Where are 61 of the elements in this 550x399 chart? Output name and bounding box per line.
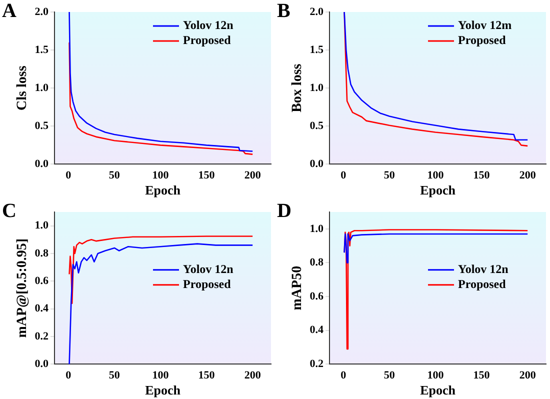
x-tick-label: 150 bbox=[473, 370, 490, 382]
y-tick-label: 0.0 bbox=[34, 158, 50, 170]
x-axis-title: Epoch bbox=[145, 382, 182, 398]
x-tick-label: 0 bbox=[340, 170, 347, 182]
y-tick-label: 1.0 bbox=[310, 82, 324, 94]
y-tick-label: 0.2 bbox=[34, 330, 50, 342]
x-tick-label: 50 bbox=[384, 170, 396, 182]
x-tick-label: 0 bbox=[66, 170, 72, 182]
y-tick-label: 1.0 bbox=[310, 222, 324, 235]
x-tick-label: 150 bbox=[473, 170, 490, 182]
legend-label: Proposed bbox=[183, 276, 232, 291]
chart-title: D bbox=[277, 200, 292, 222]
x-tick-label: 150 bbox=[198, 370, 216, 382]
legend-label: Proposed bbox=[458, 276, 506, 291]
x-tick-label: 200 bbox=[244, 370, 262, 382]
y-axis-title: mAP50 bbox=[290, 266, 306, 310]
x-axis-title: Epoch bbox=[145, 182, 182, 198]
y-tick-label: 0.8 bbox=[34, 247, 50, 260]
y-tick-label: 2.0 bbox=[34, 6, 50, 18]
legend-label: Yolov 12m bbox=[458, 18, 512, 32]
x-tick-label: 100 bbox=[427, 170, 444, 182]
x-tick-label: 150 bbox=[198, 170, 216, 182]
x-tick-label: 100 bbox=[152, 170, 170, 182]
x-tick-label: 0 bbox=[66, 370, 72, 382]
x-axis-title: Epoch bbox=[420, 182, 456, 198]
legend-label: Yolov 12n bbox=[458, 262, 509, 276]
y-tick-label: 0.5 bbox=[310, 120, 324, 132]
x-tick-label: 200 bbox=[244, 170, 262, 182]
chart-title: B bbox=[277, 0, 290, 22]
y-tick-label: 0.6 bbox=[34, 275, 50, 288]
x-tick-label: 50 bbox=[108, 170, 120, 182]
y-tick-label: 1.0 bbox=[34, 82, 50, 94]
x-tick-label: 100 bbox=[152, 370, 170, 382]
y-tick-label: 0.0 bbox=[310, 158, 324, 170]
y-tick-label: 0.0 bbox=[34, 358, 50, 370]
chart-title: C bbox=[2, 200, 16, 222]
x-tick-label: 100 bbox=[427, 370, 444, 382]
y-tick-label: 0.2 bbox=[310, 358, 324, 370]
x-tick-label: 50 bbox=[384, 370, 396, 382]
y-tick-label: 0.6 bbox=[310, 290, 324, 302]
y-tick-label: 1.5 bbox=[310, 44, 324, 56]
x-tick-label: 200 bbox=[519, 370, 536, 382]
y-axis-title: Cls loss bbox=[15, 65, 30, 110]
y-axis-title: mAP@[0.5:0.95] bbox=[15, 238, 30, 338]
legend-label: Yolov 12n bbox=[183, 262, 234, 276]
y-axis-title: Box loss bbox=[290, 63, 306, 112]
legend-label: Proposed bbox=[183, 33, 232, 48]
x-tick-label: 0 bbox=[340, 370, 347, 382]
y-tick-label: 1.0 bbox=[34, 220, 50, 232]
y-tick-label: 0.5 bbox=[34, 120, 50, 132]
x-axis-title: Epoch bbox=[420, 382, 456, 398]
legend-label: Yolov 12n bbox=[183, 18, 234, 32]
y-tick-label: 2.0 bbox=[310, 6, 324, 18]
y-tick-label: 1.5 bbox=[34, 44, 50, 56]
y-tick-label: 0.4 bbox=[34, 302, 50, 315]
x-tick-label: 200 bbox=[519, 170, 536, 182]
y-tick-label: 0.4 bbox=[310, 324, 324, 336]
chart-title: A bbox=[2, 0, 17, 22]
y-tick-label: 0.8 bbox=[310, 256, 324, 269]
x-tick-label: 50 bbox=[108, 370, 120, 382]
legend-label: Proposed bbox=[458, 33, 506, 48]
